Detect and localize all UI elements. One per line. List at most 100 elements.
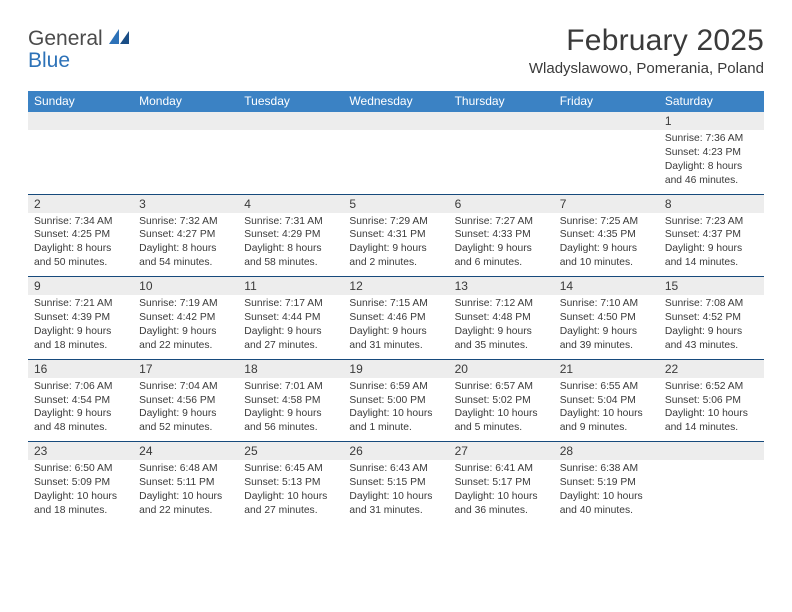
dayname-wednesday: Wednesday <box>343 91 448 112</box>
weeks-container: 1Sunrise: 7:36 AMSunset: 4:23 PMDaylight… <box>28 112 764 524</box>
calendar-cell: 19Sunrise: 6:59 AMSunset: 5:00 PMDayligh… <box>343 360 448 442</box>
week-row: 2Sunrise: 7:34 AMSunset: 4:25 PMDaylight… <box>28 194 764 277</box>
calendar-cell: 21Sunrise: 6:55 AMSunset: 5:04 PMDayligh… <box>554 360 659 442</box>
dayname-tuesday: Tuesday <box>238 91 343 112</box>
sunrise-text: Sunrise: 7:17 AM <box>244 297 337 311</box>
sunset-text: Sunset: 4:23 PM <box>665 146 758 160</box>
logo-text: General Blue <box>28 28 131 72</box>
day-number: 5 <box>343 195 448 213</box>
dayname-saturday: Saturday <box>659 91 764 112</box>
sunset-text: Sunset: 5:04 PM <box>560 394 653 408</box>
week-row: 1Sunrise: 7:36 AMSunset: 4:23 PMDaylight… <box>28 112 764 194</box>
cell-body: Sunrise: 6:52 AMSunset: 5:06 PMDaylight:… <box>659 378 764 436</box>
daylight-text: Daylight: 10 hours and 18 minutes. <box>34 490 127 518</box>
cell-body: Sunrise: 6:43 AMSunset: 5:15 PMDaylight:… <box>343 460 448 518</box>
dayname-friday: Friday <box>554 91 659 112</box>
day-number: 27 <box>449 442 554 460</box>
calendar-cell: 26Sunrise: 6:43 AMSunset: 5:15 PMDayligh… <box>343 442 448 524</box>
sunset-text: Sunset: 5:19 PM <box>560 476 653 490</box>
sunrise-text: Sunrise: 6:59 AM <box>349 380 442 394</box>
cell-body: Sunrise: 7:31 AMSunset: 4:29 PMDaylight:… <box>238 213 343 271</box>
daylight-text: Daylight: 10 hours and 31 minutes. <box>349 490 442 518</box>
calendar-cell: 22Sunrise: 6:52 AMSunset: 5:06 PMDayligh… <box>659 360 764 442</box>
day-names-row: Sunday Monday Tuesday Wednesday Thursday… <box>28 91 764 112</box>
calendar-cell: 16Sunrise: 7:06 AMSunset: 4:54 PMDayligh… <box>28 360 133 442</box>
cell-body: Sunrise: 7:01 AMSunset: 4:58 PMDaylight:… <box>238 378 343 436</box>
cell-body: Sunrise: 6:48 AMSunset: 5:11 PMDaylight:… <box>133 460 238 518</box>
daylight-text: Daylight: 10 hours and 27 minutes. <box>244 490 337 518</box>
day-number: 19 <box>343 360 448 378</box>
sunrise-text: Sunrise: 7:08 AM <box>665 297 758 311</box>
day-number <box>28 112 133 130</box>
dayname-monday: Monday <box>133 91 238 112</box>
cell-body: Sunrise: 7:34 AMSunset: 4:25 PMDaylight:… <box>28 213 133 271</box>
sunrise-text: Sunrise: 7:36 AM <box>665 132 758 146</box>
sunrise-text: Sunrise: 7:23 AM <box>665 215 758 229</box>
sunset-text: Sunset: 5:11 PM <box>139 476 232 490</box>
day-number: 8 <box>659 195 764 213</box>
sunset-text: Sunset: 4:29 PM <box>244 228 337 242</box>
daylight-text: Daylight: 9 hours and 31 minutes. <box>349 325 442 353</box>
sunrise-text: Sunrise: 7:12 AM <box>455 297 548 311</box>
calendar-cell: 14Sunrise: 7:10 AMSunset: 4:50 PMDayligh… <box>554 277 659 359</box>
cell-body: Sunrise: 7:17 AMSunset: 4:44 PMDaylight:… <box>238 295 343 353</box>
sunset-text: Sunset: 5:06 PM <box>665 394 758 408</box>
calendar-cell: 3Sunrise: 7:32 AMSunset: 4:27 PMDaylight… <box>133 195 238 277</box>
sunset-text: Sunset: 4:44 PM <box>244 311 337 325</box>
calendar-cell: 15Sunrise: 7:08 AMSunset: 4:52 PMDayligh… <box>659 277 764 359</box>
day-number: 15 <box>659 277 764 295</box>
sunset-text: Sunset: 4:48 PM <box>455 311 548 325</box>
sunrise-text: Sunrise: 7:34 AM <box>34 215 127 229</box>
sunrise-text: Sunrise: 6:57 AM <box>455 380 548 394</box>
sunrise-text: Sunrise: 7:29 AM <box>349 215 442 229</box>
day-number: 26 <box>343 442 448 460</box>
day-number: 4 <box>238 195 343 213</box>
week-row: 16Sunrise: 7:06 AMSunset: 4:54 PMDayligh… <box>28 359 764 442</box>
cell-body: Sunrise: 7:19 AMSunset: 4:42 PMDaylight:… <box>133 295 238 353</box>
sunrise-text: Sunrise: 6:55 AM <box>560 380 653 394</box>
cell-body: Sunrise: 6:57 AMSunset: 5:02 PMDaylight:… <box>449 378 554 436</box>
cell-body: Sunrise: 7:29 AMSunset: 4:31 PMDaylight:… <box>343 213 448 271</box>
day-number: 16 <box>28 360 133 378</box>
day-number: 12 <box>343 277 448 295</box>
cell-body: Sunrise: 7:36 AMSunset: 4:23 PMDaylight:… <box>659 130 764 188</box>
daylight-text: Daylight: 10 hours and 22 minutes. <box>139 490 232 518</box>
day-number: 20 <box>449 360 554 378</box>
daylight-text: Daylight: 9 hours and 18 minutes. <box>34 325 127 353</box>
logo-line1: General <box>28 27 103 50</box>
sunrise-text: Sunrise: 7:19 AM <box>139 297 232 311</box>
daylight-text: Daylight: 9 hours and 27 minutes. <box>244 325 337 353</box>
sunrise-text: Sunrise: 6:38 AM <box>560 462 653 476</box>
sunset-text: Sunset: 5:13 PM <box>244 476 337 490</box>
day-number: 13 <box>449 277 554 295</box>
calendar-cell: 28 Sunrise: 6:38 AMSunset: 5:19 PMDayligh… <box>554 442 659 524</box>
cell-body: Sunrise: 7:12 AMSunset: 4:48 PMDaylight:… <box>449 295 554 353</box>
day-number: 6 <box>449 195 554 213</box>
daylight-text: Daylight: 8 hours and 50 minutes. <box>34 242 127 270</box>
sunrise-text: Sunrise: 7:01 AM <box>244 380 337 394</box>
sunset-text: Sunset: 5:15 PM <box>349 476 442 490</box>
calendar-cell: 25Sunrise: 6:45 AMSunset: 5:13 PMDayligh… <box>238 442 343 524</box>
cell-body: Sunrise: 7:27 AMSunset: 4:33 PMDaylight:… <box>449 213 554 271</box>
daylight-text: Daylight: 10 hours and 36 minutes. <box>455 490 548 518</box>
day-number: 28 <box>554 442 659 460</box>
title-block: February 2025 Wladyslawowo, Pomerania, P… <box>529 24 764 77</box>
sunrise-text: Sunrise: 6:41 AM <box>455 462 548 476</box>
cell-body: Sunrise: 6:55 AMSunset: 5:04 PMDaylight:… <box>554 378 659 436</box>
sunrise-text: Sunrise: 7:32 AM <box>139 215 232 229</box>
day-number: 11 <box>238 277 343 295</box>
sunset-text: Sunset: 4:56 PM <box>139 394 232 408</box>
sunset-text: Sunset: 4:25 PM <box>34 228 127 242</box>
calendar-cell: 12Sunrise: 7:15 AMSunset: 4:46 PMDayligh… <box>343 277 448 359</box>
header: General Blue February 2025 Wladyslawowo,… <box>28 24 764 77</box>
calendar-cell: 8Sunrise: 7:23 AMSunset: 4:37 PMDaylight… <box>659 195 764 277</box>
sunset-text: Sunset: 4:33 PM <box>455 228 548 242</box>
daylight-text: Daylight: 9 hours and 48 minutes. <box>34 407 127 435</box>
logo-sail-icon <box>109 28 131 50</box>
daylight-text: Daylight: 10 hours and 40 minutes. <box>560 490 653 518</box>
daylight-text: Daylight: 9 hours and 56 minutes. <box>244 407 337 435</box>
sunset-text: Sunset: 5:02 PM <box>455 394 548 408</box>
calendar-cell: 11Sunrise: 7:17 AMSunset: 4:44 PMDayligh… <box>238 277 343 359</box>
cell-body: Sunrise: 6:45 AMSunset: 5:13 PMDaylight:… <box>238 460 343 518</box>
day-number: 14 <box>554 277 659 295</box>
